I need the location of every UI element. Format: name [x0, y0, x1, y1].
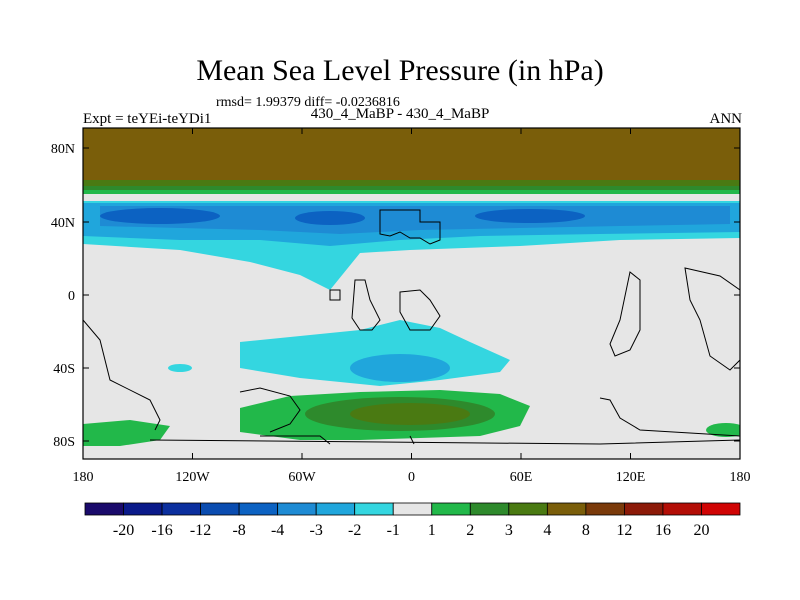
- coastline: [609, 271, 641, 357]
- contour-patch: [83, 420, 170, 446]
- colorbar: -20 -16 -12 -8 -4 -3 -2 -1 1 2 3 4 8 12 16 20: [84, 502, 741, 539]
- colorbar-box: [392, 502, 433, 516]
- experiment-label: Expt = teYEi-teYDi1: [83, 111, 212, 127]
- colorbar-label: 12: [616, 522, 632, 539]
- x-tick-label: 60E: [510, 470, 533, 485]
- colorbar-box: [546, 502, 587, 516]
- colorbar-box: [123, 502, 163, 516]
- colorbar-label: 2: [466, 522, 474, 539]
- colorbar-label: -2: [348, 522, 361, 539]
- comparison-label: 430_4_MaBP - 430_4_MaBP: [310, 106, 490, 122]
- x-axis: 180 120W 60W 0 60E 120E 180: [73, 128, 751, 485]
- colorbar-box: [315, 502, 356, 516]
- colorbar-box: [277, 502, 317, 516]
- coastline: [684, 267, 740, 371]
- colorbar-label: 1: [428, 522, 436, 539]
- coastline: [409, 435, 415, 445]
- colorbar-box: [469, 502, 510, 516]
- colorbar-box: [200, 502, 240, 516]
- contour-core: [350, 403, 470, 425]
- y-axis: 80N 40N 0 40S 80S: [51, 142, 740, 450]
- coastline: [351, 279, 381, 331]
- x-tick-label: 180: [730, 470, 751, 485]
- y-tick-label: 40N: [51, 216, 75, 231]
- colorbar-label: 16: [655, 522, 671, 539]
- coastline: [149, 439, 740, 445]
- contour-core: [475, 209, 585, 223]
- coastline: [260, 435, 331, 445]
- coastline: [83, 319, 161, 431]
- plot-title: Mean Sea Level Pressure (in hPa): [196, 54, 604, 87]
- contour-patch: [706, 423, 740, 437]
- x-tick-label: 120W: [175, 470, 210, 485]
- x-tick-label: 180: [73, 470, 94, 485]
- colorbar-box: [161, 502, 201, 516]
- coastlines: [83, 209, 740, 445]
- x-tick-label: 0: [408, 470, 415, 485]
- contour-fills: [83, 128, 740, 446]
- coastline: [239, 387, 301, 433]
- colorbar-label: 8: [582, 522, 590, 539]
- colorbar-label: -1: [387, 522, 400, 539]
- stats-label: rmsd= 1.99379 diff= -0.0236816: [216, 95, 400, 110]
- contour-core: [100, 208, 220, 224]
- coastline: [379, 209, 441, 245]
- high-pressure-band-north: [83, 128, 740, 190]
- colorbar-box: [431, 502, 471, 516]
- colorbar-box: [84, 502, 124, 516]
- colorbar-box: [354, 502, 394, 516]
- x-tick-label: 120E: [616, 470, 646, 485]
- contour-band: [83, 186, 740, 190]
- y-tick-label: 0: [68, 289, 75, 304]
- coastline: [399, 289, 441, 331]
- colorbar-label: -12: [190, 522, 211, 539]
- contour-core: [350, 354, 450, 382]
- colorbar-label: -4: [271, 522, 284, 539]
- contour-patch: [168, 364, 192, 372]
- y-tick-label: 80N: [51, 142, 75, 157]
- colorbar-box: [508, 502, 548, 516]
- colorbar-box: [585, 502, 625, 516]
- colorbar-box: [624, 502, 664, 516]
- colorbar-label: -16: [151, 522, 172, 539]
- y-tick-label: 40S: [53, 362, 75, 377]
- y-tick-label: 80S: [53, 435, 75, 450]
- colorbar-label: 4: [543, 522, 551, 539]
- contour-band: [83, 190, 740, 194]
- colorbar-label: -3: [310, 522, 323, 539]
- colorbar-box: [701, 502, 741, 516]
- season-label: ANN: [709, 111, 743, 127]
- x-tick-label: 60W: [288, 470, 316, 485]
- colorbar-label: 20: [693, 522, 709, 539]
- colorbar-box: [662, 502, 702, 516]
- contour-core: [295, 211, 365, 225]
- colorbar-label: -20: [113, 522, 134, 539]
- coastline: [329, 289, 341, 301]
- coastline: [599, 397, 740, 437]
- colorbar-box: [238, 502, 279, 516]
- contour-band: [83, 180, 740, 186]
- colorbar-label: 3: [505, 522, 513, 539]
- colorbar-label: -8: [232, 522, 245, 539]
